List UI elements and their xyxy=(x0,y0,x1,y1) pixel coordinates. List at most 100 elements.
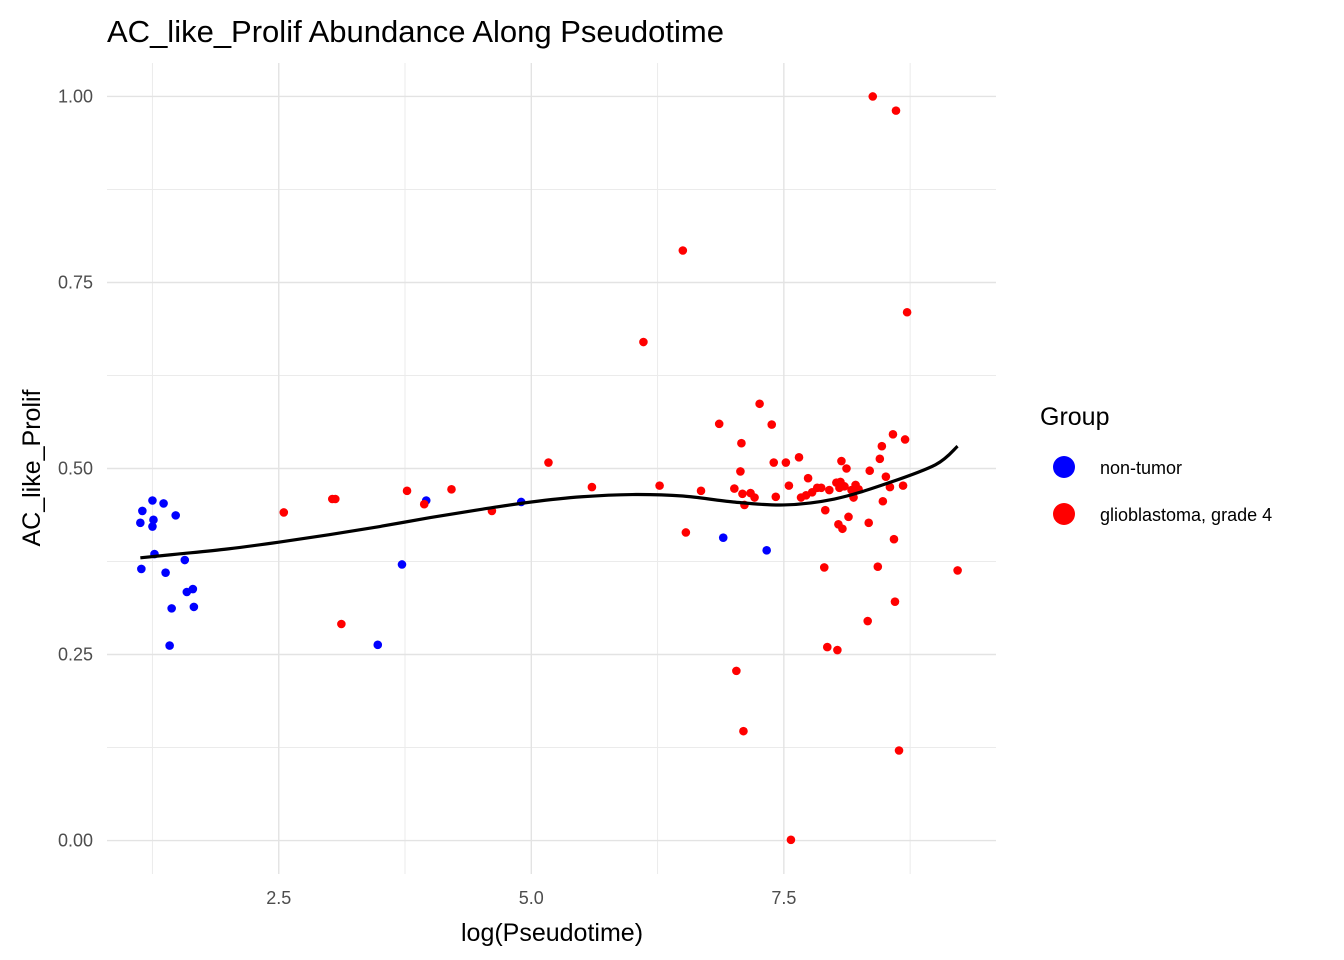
point-glioblastoma-grade-4 xyxy=(739,726,748,736)
y-tick-label: 0.25 xyxy=(58,645,93,665)
point-non-tumor xyxy=(373,640,383,650)
legend-label-glioblastoma: glioblastoma, grade 4 xyxy=(1100,505,1272,525)
point-non-tumor xyxy=(149,515,158,525)
point-glioblastoma-grade-4 xyxy=(816,483,826,493)
y-tick-label: 1.00 xyxy=(58,86,93,106)
y-tick-label: 0.75 xyxy=(58,272,93,292)
point-glioblastoma-grade-4 xyxy=(738,489,747,499)
point-non-tumor xyxy=(180,555,190,565)
point-glioblastoma-grade-4 xyxy=(885,482,895,492)
point-glioblastoma-grade-4 xyxy=(730,484,739,493)
point-glioblastoma-grade-4 xyxy=(881,472,891,481)
point-non-tumor xyxy=(148,496,157,505)
legend-item-non-tumor: non-tumor xyxy=(1053,456,1182,478)
point-glioblastoma-grade-4 xyxy=(865,466,875,476)
point-glioblastoma-grade-4 xyxy=(837,456,846,466)
grid-major xyxy=(107,63,996,874)
point-glioblastoma-grade-4 xyxy=(587,482,597,492)
legend-label-non-tumor: non-tumor xyxy=(1100,458,1182,478)
point-glioblastoma-grade-4 xyxy=(771,492,781,502)
point-glioblastoma-grade-4 xyxy=(868,92,878,101)
x-tick-label: 5.0 xyxy=(519,888,544,908)
point-glioblastoma-grade-4 xyxy=(822,642,832,652)
point-non-tumor xyxy=(171,511,180,520)
point-glioblastoma-grade-4 xyxy=(819,563,829,572)
point-non-tumor xyxy=(718,533,728,542)
point-glioblastoma-grade-4 xyxy=(714,419,724,429)
point-glioblastoma-grade-4 xyxy=(890,597,900,606)
point-non-tumor xyxy=(136,518,145,528)
point-glioblastoma-grade-4 xyxy=(544,458,553,467)
point-glioblastoma-grade-4 xyxy=(737,438,746,448)
point-glioblastoma-grade-4 xyxy=(844,512,853,522)
point-non-tumor xyxy=(161,568,170,577)
point-non-tumor xyxy=(397,560,407,569)
point-glioblastoma-grade-4 xyxy=(878,496,888,506)
point-glioblastoma-grade-4 xyxy=(736,467,745,476)
point-glioblastoma-grade-4 xyxy=(864,518,874,528)
legend-item-glioblastoma: glioblastoma, grade 4 xyxy=(1053,503,1272,525)
y-tick-labels: 0.00 0.25 0.50 0.75 1.00 xyxy=(58,86,93,850)
y-tick-label: 0.50 xyxy=(58,459,93,479)
point-glioblastoma-grade-4 xyxy=(786,835,796,845)
point-glioblastoma-grade-4 xyxy=(750,493,759,502)
chart-title: AC_like_Prolif Abundance Along Pseudotim… xyxy=(107,14,724,49)
y-tick-label: 0.00 xyxy=(58,831,93,851)
point-glioblastoma-grade-4 xyxy=(732,666,741,676)
legend-title: Group xyxy=(1040,403,1109,431)
point-glioblastoma-grade-4 xyxy=(784,481,794,490)
point-glioblastoma-grade-4 xyxy=(820,505,830,515)
point-glioblastoma-grade-4 xyxy=(873,562,883,572)
point-non-tumor xyxy=(148,522,157,531)
point-glioblastoma-grade-4 xyxy=(833,645,842,655)
legend-key-glioblastoma xyxy=(1053,503,1075,525)
point-glioblastoma-grade-4 xyxy=(419,499,429,509)
point-glioblastoma-grade-4 xyxy=(875,454,885,464)
point-glioblastoma-grade-4 xyxy=(639,337,648,347)
x-axis-title: log(Pseudotime) xyxy=(461,919,643,947)
point-glioblastoma-grade-4 xyxy=(953,566,962,575)
point-glioblastoma-grade-4 xyxy=(755,399,764,409)
point-glioblastoma-grade-4 xyxy=(898,481,908,490)
point-non-tumor xyxy=(762,546,771,555)
point-non-tumor xyxy=(189,602,199,612)
point-glioblastoma-grade-4 xyxy=(825,485,834,495)
point-glioblastoma-grade-4 xyxy=(877,441,887,451)
x-tick-labels: 2.5 5.0 7.5 xyxy=(266,888,796,908)
y-axis-title: AC_like_Prolif xyxy=(18,389,46,546)
points-layer xyxy=(136,92,962,845)
point-glioblastoma-grade-4 xyxy=(863,616,873,626)
point-glioblastoma-grade-4 xyxy=(891,106,901,115)
smooth-line xyxy=(140,444,959,560)
x-tick-label: 2.5 xyxy=(266,888,291,908)
point-glioblastoma-grade-4 xyxy=(803,473,813,483)
grid-minor xyxy=(107,63,996,874)
point-glioblastoma-grade-4 xyxy=(902,307,912,317)
point-glioblastoma-grade-4 xyxy=(767,420,777,429)
point-glioblastoma-grade-4 xyxy=(794,453,804,462)
point-glioblastoma-grade-4 xyxy=(840,482,849,491)
point-glioblastoma-grade-4 xyxy=(447,485,456,494)
point-non-tumor xyxy=(137,564,146,574)
point-glioblastoma-grade-4 xyxy=(696,486,706,496)
point-glioblastoma-grade-4 xyxy=(655,481,664,490)
point-glioblastoma-grade-4 xyxy=(894,746,904,755)
point-non-tumor xyxy=(165,641,174,650)
point-glioblastoma-grade-4 xyxy=(402,486,412,496)
legend-key-non-tumor xyxy=(1053,456,1075,478)
point-glioblastoma-grade-4 xyxy=(781,458,791,467)
point-non-tumor xyxy=(138,506,147,516)
point-glioblastoma-grade-4 xyxy=(769,458,779,467)
point-glioblastoma-grade-4 xyxy=(888,429,898,439)
point-glioblastoma-grade-4 xyxy=(331,494,340,504)
point-glioblastoma-grade-4 xyxy=(681,528,691,537)
legend: Group non-tumor glioblastoma, grade 4 xyxy=(1040,403,1272,525)
point-glioblastoma-grade-4 xyxy=(838,524,847,534)
point-glioblastoma-grade-4 xyxy=(900,435,910,444)
point-non-tumor xyxy=(159,499,168,508)
point-non-tumor xyxy=(188,584,198,594)
point-glioblastoma-grade-4 xyxy=(678,246,688,255)
x-tick-label: 7.5 xyxy=(771,888,796,908)
point-glioblastoma-grade-4 xyxy=(889,534,899,544)
